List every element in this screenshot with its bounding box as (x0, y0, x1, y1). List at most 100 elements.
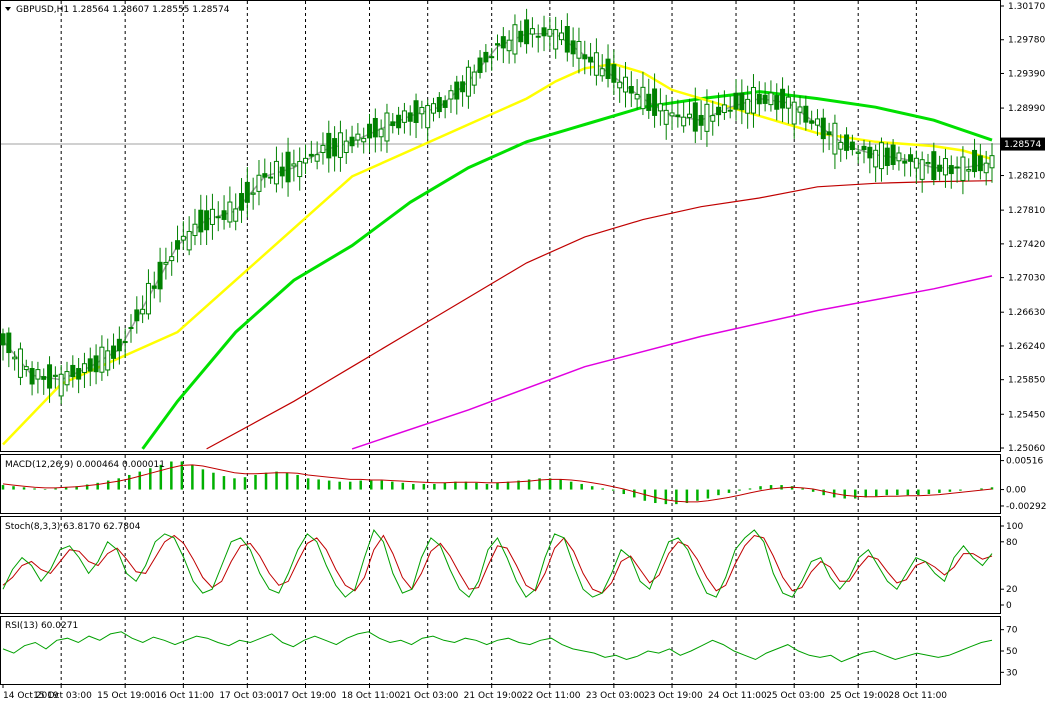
candle-body (570, 40, 576, 55)
candle-body (81, 363, 87, 373)
symbol-header: GBPUSD,H1 1.28564 1.28607 1.28555 1.2857… (5, 5, 230, 15)
candle-body (169, 256, 175, 262)
main-panel-frame (0, 0, 1001, 452)
candle-body (495, 43, 500, 46)
rsi-panel-frame (0, 616, 1001, 685)
price-tick-label: 1.25450 (1008, 410, 1045, 420)
candle-body (58, 373, 64, 397)
time-tick-label: 24 Oct 11:00 (708, 691, 767, 701)
candle-body (35, 369, 41, 380)
macd-axis: 0.00516 0.00 -0.002926 (1000, 457, 1047, 512)
candle-body (17, 348, 23, 378)
candle-body (396, 114, 402, 129)
candle-body (989, 155, 995, 169)
candle-body (465, 66, 471, 97)
candle-body (372, 117, 378, 138)
ma-slow-line (141, 90, 993, 450)
macd-signal-line (2, 464, 993, 503)
ma-fast-line (2, 32, 993, 381)
candle-body (925, 161, 931, 165)
candle-body (99, 346, 105, 373)
macd-histogram (1, 461, 994, 505)
candle-body (942, 158, 948, 176)
candle-body (599, 68, 605, 77)
time-tick-label: 15 Oct 19:00 (97, 691, 156, 701)
time-tick-label: 15 Oct 03:00 (33, 691, 92, 701)
candle-body (419, 106, 425, 115)
candle-body (686, 113, 692, 118)
candle-body (727, 109, 733, 112)
candle-body (448, 90, 454, 100)
candle-body (518, 30, 524, 43)
candle-body (192, 223, 198, 237)
candle-body (593, 52, 599, 76)
candle-body (326, 132, 332, 159)
macd-separators (60, 455, 917, 513)
axis-tick-label: 30 (1006, 668, 1018, 678)
candle-body (972, 149, 978, 173)
candle-body (157, 261, 163, 290)
candle-body (809, 120, 815, 124)
macd-label: MACD(12,26,9) 0.000464 0.000011 (5, 460, 165, 470)
time-tick-label: 21 Oct 03:00 (400, 691, 459, 701)
time-tick-label: 25 Oct 19:00 (830, 691, 889, 701)
candle-body (721, 104, 727, 113)
candle-body (919, 159, 925, 180)
time-tick-label: 16 Oct 11:00 (155, 691, 214, 701)
candle-body (186, 230, 192, 251)
candle-body (314, 154, 320, 162)
main-panel: 1.301701.297801.293901.289901.286001.282… (0, 0, 1045, 454)
candle-body (867, 146, 873, 159)
candle-body (768, 92, 774, 106)
candle-body (145, 282, 151, 315)
candles (0, 8, 995, 405)
candle-body (803, 105, 809, 123)
current-price-badge: 1.28574 (1001, 137, 1045, 151)
time-tick-label: 22 Oct 11:00 (522, 691, 581, 701)
candle-body (41, 376, 47, 380)
candle-body (116, 338, 122, 352)
candle-body (762, 94, 768, 104)
time-tick-label: 23 Oct 03:00 (586, 691, 645, 701)
dropdown-triangle-icon[interactable] (5, 7, 11, 11)
candle-body (966, 169, 972, 172)
candle-body (367, 123, 373, 139)
candle-body (460, 81, 466, 93)
candle-body (634, 93, 640, 100)
time-tick-label: 23 Oct 19:00 (644, 691, 703, 701)
candle-body (652, 88, 658, 116)
candle-body (209, 208, 215, 225)
candle-body (733, 92, 739, 110)
price-tick-label: 1.29780 (1008, 36, 1045, 46)
candle-body (279, 166, 285, 177)
candle-body (704, 103, 710, 132)
candle-body (337, 132, 343, 158)
candle-body (931, 151, 937, 181)
candle-body (198, 209, 204, 233)
candle-body (745, 98, 751, 114)
candle-body (29, 368, 35, 385)
candle-body (76, 368, 82, 380)
time-tick-label: 17 Oct 03:00 (219, 691, 278, 701)
candle-body (175, 240, 181, 250)
candle-body (774, 95, 780, 110)
axis-tick-label: 0.00 (1006, 486, 1026, 496)
candle-body (675, 114, 681, 118)
candle-body (431, 103, 437, 114)
candle-body (361, 137, 367, 143)
candle-body (233, 208, 239, 222)
candle-body (692, 102, 698, 132)
candle-body (0, 333, 6, 346)
candle-body (541, 27, 547, 37)
candle-body (861, 145, 867, 151)
axis-tick-label: 50 (1006, 647, 1018, 657)
candle-body (855, 151, 861, 154)
axis-tick-label: 20 (1006, 585, 1018, 595)
candle-body (140, 308, 146, 315)
candle-body (983, 162, 989, 174)
candle-body (477, 57, 483, 73)
candle-body (553, 29, 559, 50)
candle-body (262, 173, 268, 178)
time-tick-label: 18 Oct 11:00 (342, 691, 401, 701)
